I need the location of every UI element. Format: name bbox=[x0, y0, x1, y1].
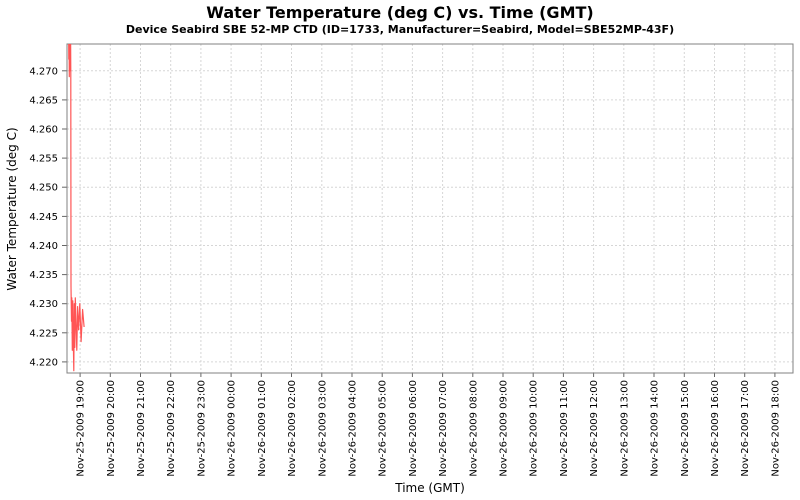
x-tick-label: Nov-26-2009 12:00 bbox=[589, 380, 600, 477]
y-tick-label: 4.225 bbox=[29, 328, 58, 339]
x-tick-label: Nov-26-2009 02:00 bbox=[287, 380, 298, 477]
y-tick-label: 4.235 bbox=[29, 270, 58, 281]
x-tick-label: Nov-26-2009 11:00 bbox=[559, 380, 570, 477]
x-tick-label: Nov-25-2009 20:00 bbox=[106, 380, 117, 477]
y-axis-title: Water Temperature (deg C) bbox=[5, 127, 19, 290]
y-tick-label: 4.230 bbox=[29, 299, 58, 310]
y-tick-label: 4.265 bbox=[29, 95, 58, 106]
series-line bbox=[68, 44, 85, 372]
x-tick-label: Nov-26-2009 05:00 bbox=[378, 380, 389, 477]
x-tick-label: Nov-26-2009 07:00 bbox=[438, 380, 449, 477]
y-tick-label: 4.250 bbox=[29, 183, 58, 194]
x-tick-label: Nov-26-2009 09:00 bbox=[499, 380, 510, 477]
x-tick-label: Nov-25-2009 19:00 bbox=[76, 380, 87, 477]
chart-title: Water Temperature (deg C) vs. Time (GMT) bbox=[206, 3, 594, 22]
y-tick-label: 4.240 bbox=[29, 241, 58, 252]
y-tick-label: 4.270 bbox=[29, 66, 58, 77]
x-tick-label: Nov-26-2009 13:00 bbox=[619, 380, 630, 477]
x-tick-label: Nov-25-2009 23:00 bbox=[196, 380, 207, 477]
y-tick-label: 4.255 bbox=[29, 154, 58, 165]
x-tick-label: Nov-26-2009 06:00 bbox=[408, 380, 419, 477]
x-tick-label: Nov-26-2009 04:00 bbox=[348, 380, 359, 477]
x-tick-label: Nov-25-2009 21:00 bbox=[136, 380, 147, 477]
tick-labels: 4.220 4.225 4.230 4.235 4.240 4.245 4.250 4.255… bbox=[29, 66, 781, 476]
x-tick-label: Nov-26-2009 16:00 bbox=[710, 380, 721, 477]
gridlines bbox=[67, 44, 793, 373]
x-tick-label: Nov-26-2009 08:00 bbox=[468, 380, 479, 477]
y-tick-label: 4.245 bbox=[29, 212, 58, 223]
x-tick-label: Nov-26-2009 14:00 bbox=[650, 380, 661, 477]
x-tick-label: Nov-26-2009 00:00 bbox=[227, 380, 238, 477]
chart-subtitle: Device Seabird SBE 52-MP CTD (ID=1733, M… bbox=[125, 23, 675, 36]
x-tick-label: Nov-26-2009 15:00 bbox=[680, 380, 691, 477]
y-tick-label: 4.260 bbox=[29, 125, 58, 136]
x-tick-label: Nov-26-2009 03:00 bbox=[317, 380, 328, 477]
x-tick-label: Nov-26-2009 01:00 bbox=[257, 380, 268, 477]
plot-background bbox=[67, 44, 793, 373]
x-axis-title: Time (GMT) bbox=[394, 481, 465, 495]
y-tick-label: 4.220 bbox=[29, 357, 58, 368]
x-tick-label: Nov-26-2009 17:00 bbox=[740, 380, 751, 477]
x-tick-label: Nov-25-2009 22:00 bbox=[166, 380, 177, 477]
tick-marks bbox=[62, 70, 776, 377]
x-tick-label: Nov-26-2009 18:00 bbox=[770, 380, 781, 477]
x-tick-label: Nov-26-2009 10:00 bbox=[529, 380, 540, 477]
plot-border bbox=[66, 43, 794, 374]
